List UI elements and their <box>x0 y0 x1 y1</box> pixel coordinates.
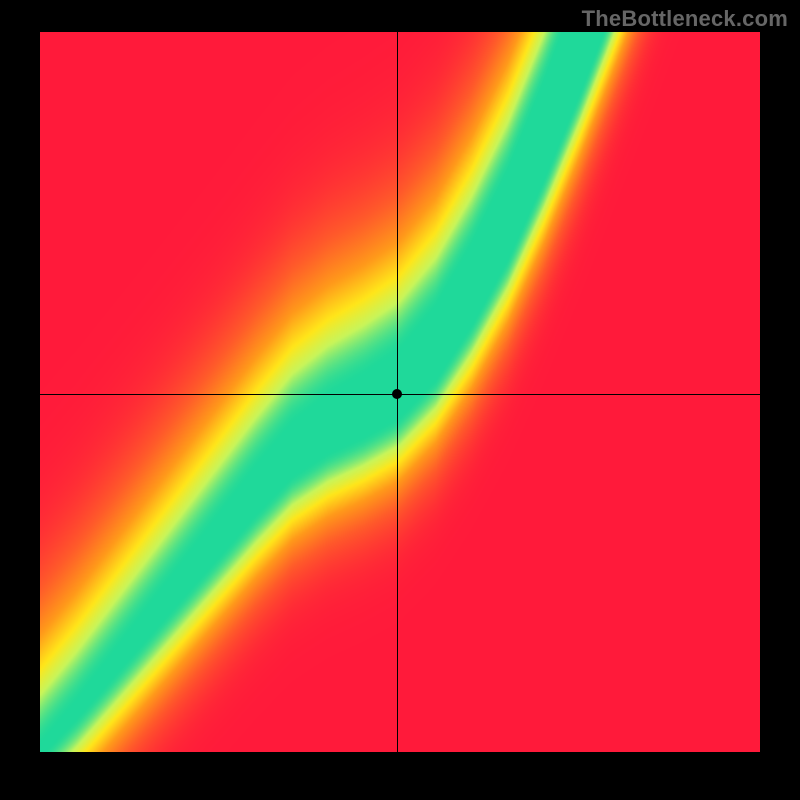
crosshair-marker <box>392 389 402 399</box>
watermark-text: TheBottleneck.com <box>582 6 788 32</box>
heatmap-plot <box>40 32 760 752</box>
